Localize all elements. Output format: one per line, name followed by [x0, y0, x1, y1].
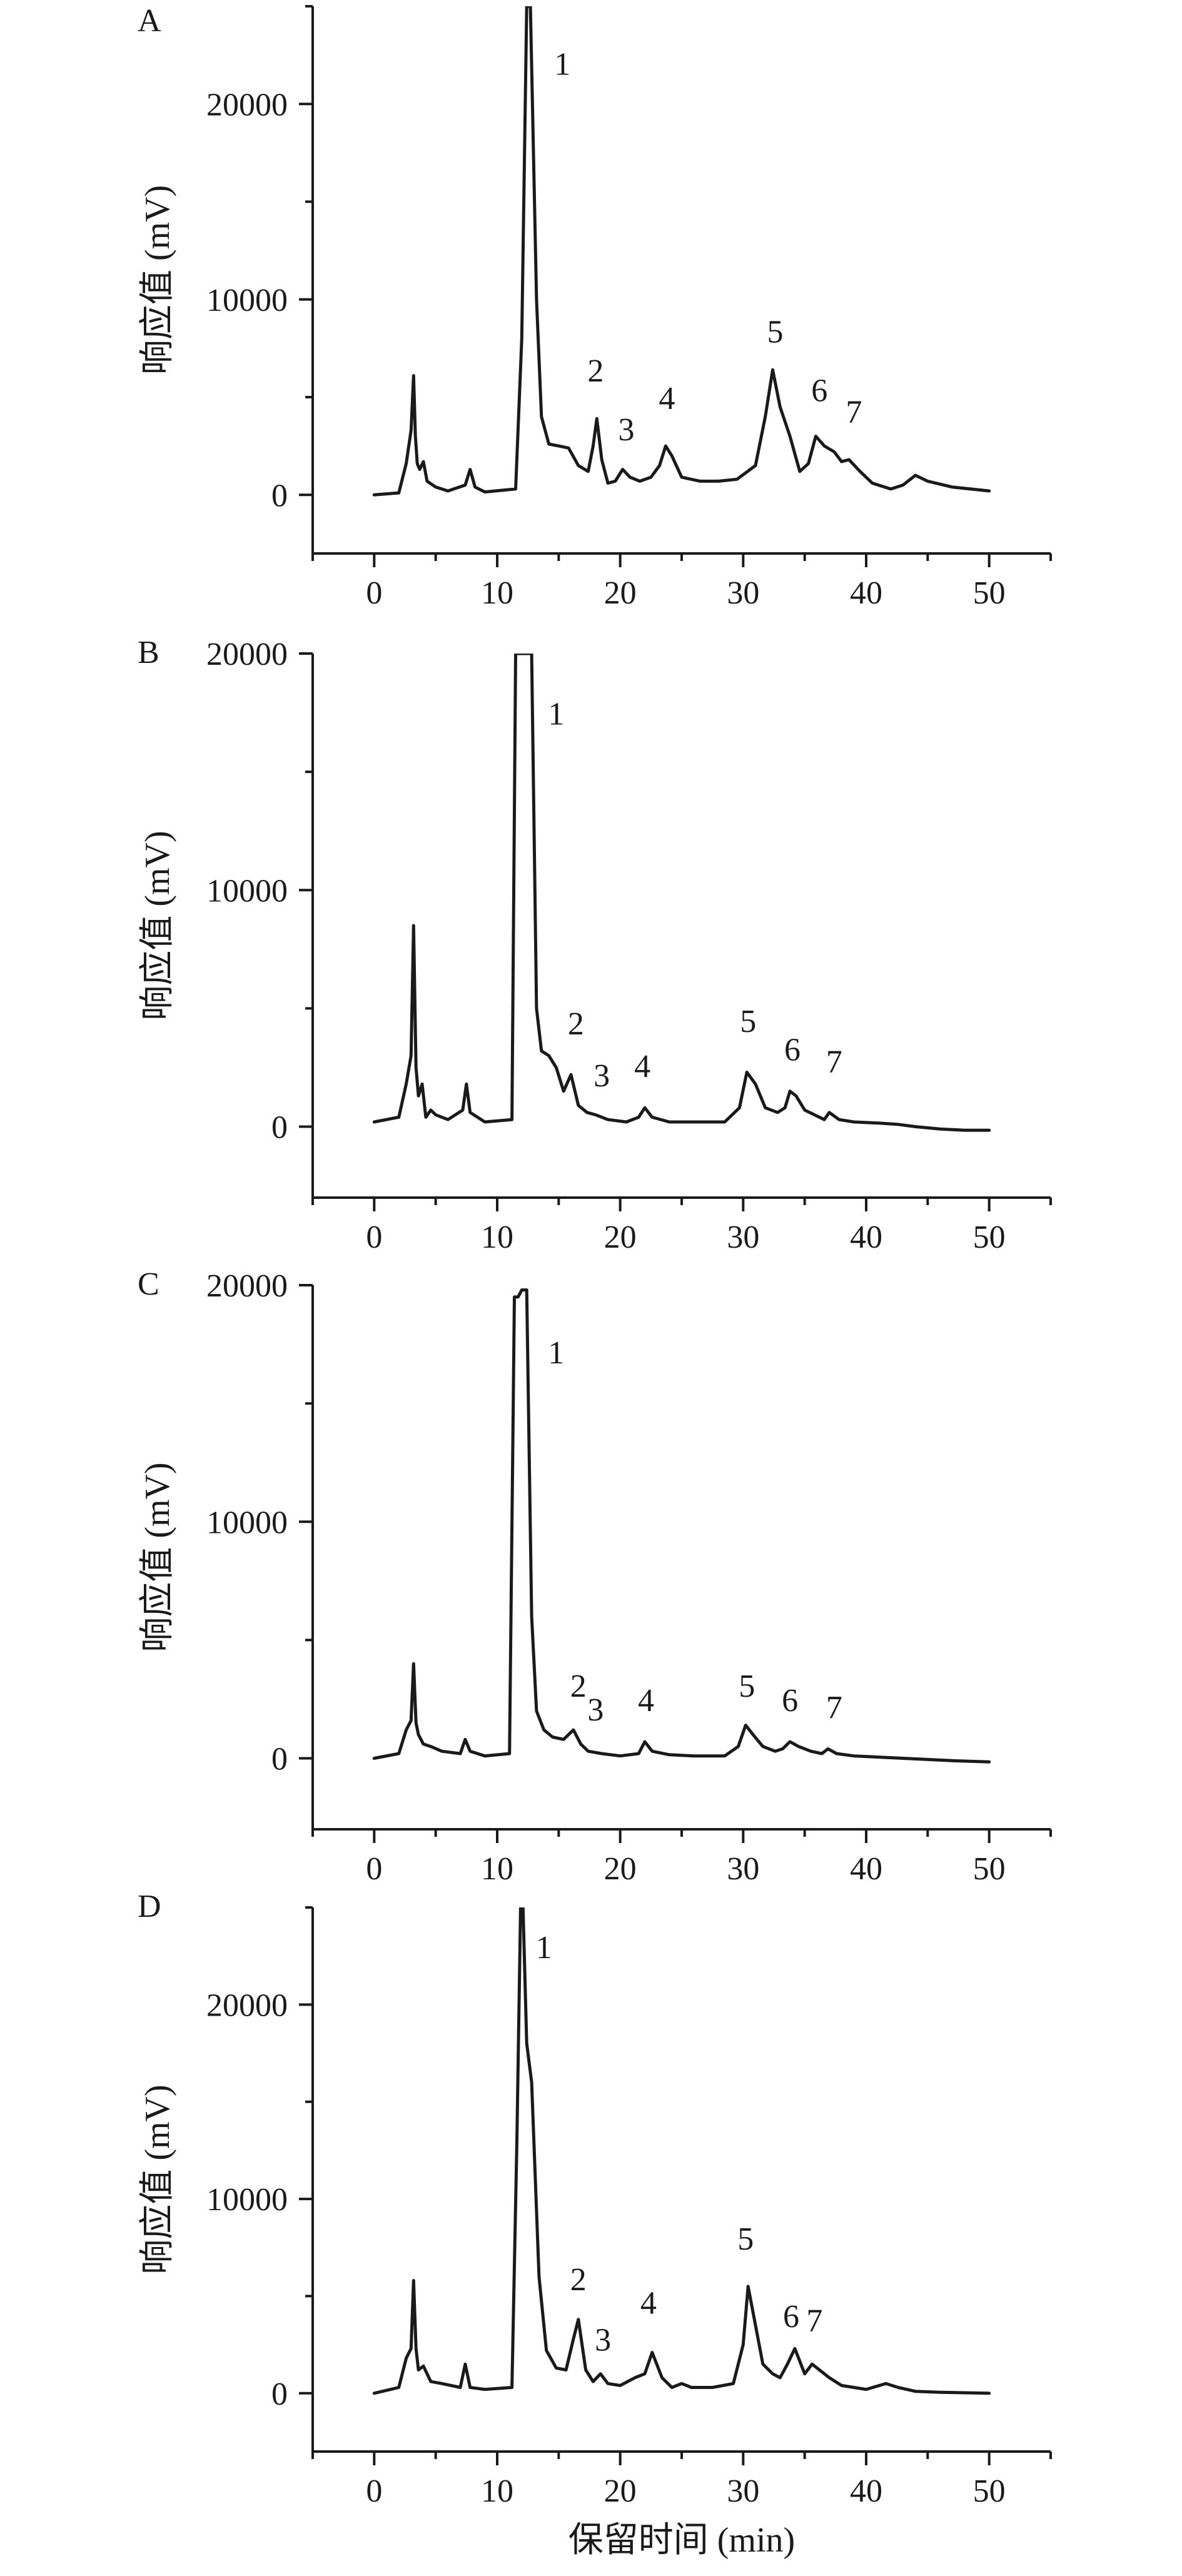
x-tick-label: 20: [604, 1851, 637, 1887]
x-tick-label: 50: [973, 2473, 1006, 2509]
chromatogram-trace: [372, 1907, 991, 2395]
panel-label: D: [138, 1889, 161, 1924]
peak-label-1: 1: [554, 46, 570, 82]
peak-label-2: 2: [570, 2262, 587, 2298]
y-tick-label: 0: [271, 478, 288, 513]
x-tick-label: 20: [604, 1220, 637, 1255]
y-axis-label: 响应值 (mV): [138, 2084, 177, 2274]
x-axis-label: 保留时间 (min): [568, 2521, 795, 2560]
y-axis-label: 响应值 (mV): [138, 185, 177, 375]
y-tick-label: 10000: [206, 873, 288, 909]
x-tick-label: 10: [481, 2473, 513, 2509]
peak-label-5: 5: [739, 1669, 755, 1704]
x-tick-label: 40: [850, 1220, 882, 1255]
x-tick-label: 30: [727, 1851, 759, 1887]
x-tick-label: 40: [850, 575, 882, 611]
x-tick-label: 50: [973, 1220, 1006, 1255]
peak-label-7: 7: [826, 1044, 842, 1080]
y-tick-label: 0: [271, 1110, 288, 1146]
y-tick-label: 20000: [206, 1988, 288, 2023]
x-tick-label: 30: [727, 1220, 759, 1255]
y-tick-label: 10000: [206, 2182, 288, 2218]
x-tick-label: 10: [481, 1851, 513, 1887]
x-tick-label: 0: [366, 575, 382, 611]
peak-label-2: 2: [570, 1669, 587, 1704]
peak-label-4: 4: [659, 381, 675, 417]
peak-label-4: 4: [640, 2285, 657, 2321]
peak-label-3: 3: [594, 1058, 610, 1094]
x-tick-label: 30: [727, 2473, 759, 2509]
peak-label-6: 6: [811, 373, 827, 408]
y-tick-label: 10000: [206, 1505, 288, 1540]
x-tick-label: 40: [850, 1851, 882, 1887]
x-tick-label: 0: [366, 2473, 382, 2509]
peak-label-4: 4: [638, 1683, 654, 1719]
y-tick-label: 20000: [206, 1268, 288, 1304]
y-tick-label: 10000: [206, 283, 288, 318]
x-tick-label: 0: [366, 1220, 382, 1255]
x-tick-label: 10: [481, 575, 513, 611]
chromatogram-trace: [372, 1288, 991, 1764]
peak-label-6: 6: [784, 1033, 801, 1068]
peak-label-1: 1: [536, 1930, 552, 1966]
y-tick-label: 20000: [206, 637, 288, 672]
peak-label-5: 5: [737, 2221, 754, 2257]
x-tick-label: 20: [604, 2473, 637, 2509]
panel-label: C: [138, 1266, 159, 1302]
peak-label-2: 2: [568, 1006, 584, 1042]
x-tick-label: 50: [973, 575, 1006, 611]
peak-label-4: 4: [634, 1049, 650, 1084]
x-tick-label: 0: [366, 1851, 382, 1887]
panel-d: 0 10 20 30 40 50 0 10000 20000 响应值 (mV) D 保留时间 (min…: [138, 1889, 1052, 2560]
x-tick-label: 50: [973, 1851, 1006, 1887]
x-tick-label: 30: [727, 575, 759, 611]
peak-label-2: 2: [587, 353, 604, 389]
y-tick-label: 20000: [206, 87, 288, 123]
panel-label: B: [138, 635, 159, 670]
peak-label-3: 3: [587, 1692, 604, 1728]
peak-label-6: 6: [783, 2299, 799, 2335]
x-tick-label: 40: [850, 2473, 882, 2509]
peak-label-7: 7: [806, 2303, 822, 2338]
y-tick-label: 0: [271, 2376, 288, 2412]
panel-label: A: [138, 3, 161, 39]
panel-a: 0 10 20 30 40 50 0 10000 20000 响应值 (mV) A 1 234 567: [138, 3, 1052, 611]
peak-label-7: 7: [846, 395, 862, 430]
peak-label-7: 7: [826, 1690, 842, 1725]
panel-c: 0 10 20 30 40 50 0 10000 20000 响应值 (mV) C 1 23 4 5 6 7: [138, 1266, 1052, 1887]
peak-label-6: 6: [782, 1683, 798, 1719]
peak-label-5: 5: [767, 315, 783, 350]
y-axis-label: 响应值 (mV): [138, 831, 177, 1020]
peak-label-1: 1: [548, 1335, 564, 1371]
peak-label-1: 1: [548, 696, 564, 732]
y-tick-label: 0: [271, 1742, 288, 1777]
x-tick-label: 10: [481, 1220, 513, 1255]
y-axis-label: 响应值 (mV): [138, 1462, 177, 1652]
peak-label-5: 5: [740, 1004, 756, 1039]
peak-label-3: 3: [595, 2322, 611, 2358]
x-tick-label: 20: [604, 575, 637, 611]
panel-b: 0 10 20 30 40 50 0 10000 20000 响应值 (mV) B 1 23 4 56 7: [138, 635, 1052, 1255]
peak-label-3: 3: [619, 412, 635, 448]
chromatogram-trace: [372, 6, 991, 497]
chromatogram-trace: [372, 654, 991, 1132]
